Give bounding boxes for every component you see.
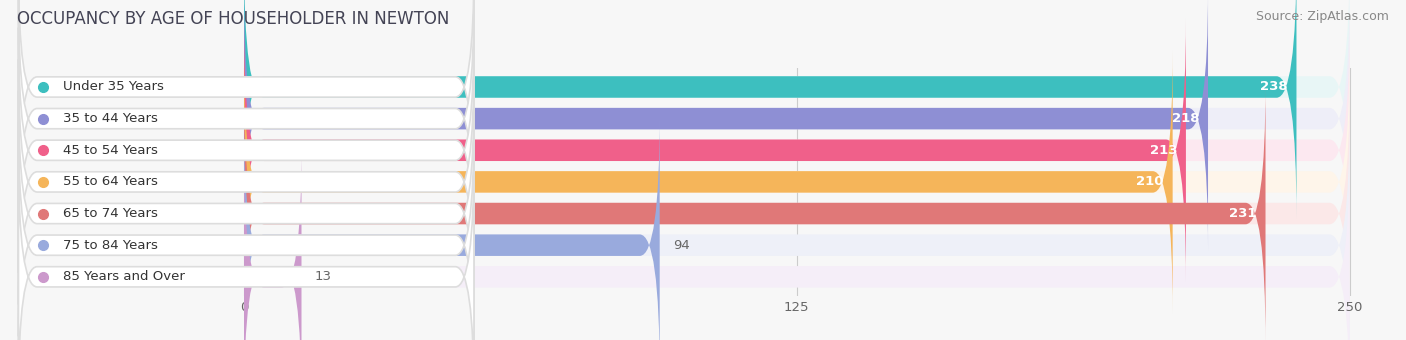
FancyBboxPatch shape (245, 0, 1296, 219)
Text: 213: 213 (1150, 144, 1177, 157)
FancyBboxPatch shape (245, 82, 1265, 340)
Text: Under 35 Years: Under 35 Years (63, 81, 163, 94)
FancyBboxPatch shape (18, 154, 474, 340)
Text: 45 to 54 Years: 45 to 54 Years (63, 144, 157, 157)
FancyBboxPatch shape (245, 145, 301, 340)
Text: 85 Years and Over: 85 Years and Over (63, 270, 184, 283)
FancyBboxPatch shape (245, 145, 1350, 340)
FancyBboxPatch shape (245, 50, 1173, 313)
FancyBboxPatch shape (18, 122, 474, 340)
Text: 231: 231 (1229, 207, 1257, 220)
FancyBboxPatch shape (245, 82, 1350, 340)
FancyBboxPatch shape (18, 28, 474, 273)
Text: 55 to 64 Years: 55 to 64 Years (63, 175, 157, 188)
FancyBboxPatch shape (18, 59, 474, 305)
Text: 13: 13 (315, 270, 332, 283)
FancyBboxPatch shape (18, 0, 474, 210)
Text: 218: 218 (1171, 112, 1199, 125)
FancyBboxPatch shape (245, 19, 1350, 282)
FancyBboxPatch shape (245, 0, 1350, 250)
FancyBboxPatch shape (245, 19, 1185, 282)
Text: 238: 238 (1260, 81, 1288, 94)
Text: OCCUPANCY BY AGE OF HOUSEHOLDER IN NEWTON: OCCUPANCY BY AGE OF HOUSEHOLDER IN NEWTO… (17, 10, 450, 28)
Text: 65 to 74 Years: 65 to 74 Years (63, 207, 157, 220)
Text: 210: 210 (1136, 175, 1164, 188)
Text: Source: ZipAtlas.com: Source: ZipAtlas.com (1256, 10, 1389, 23)
FancyBboxPatch shape (245, 50, 1350, 313)
FancyBboxPatch shape (245, 0, 1350, 219)
FancyBboxPatch shape (245, 114, 1350, 340)
FancyBboxPatch shape (245, 114, 659, 340)
FancyBboxPatch shape (18, 91, 474, 336)
Text: 35 to 44 Years: 35 to 44 Years (63, 112, 157, 125)
Text: 75 to 84 Years: 75 to 84 Years (63, 239, 157, 252)
FancyBboxPatch shape (18, 0, 474, 241)
FancyBboxPatch shape (245, 0, 1208, 250)
Text: 94: 94 (673, 239, 690, 252)
